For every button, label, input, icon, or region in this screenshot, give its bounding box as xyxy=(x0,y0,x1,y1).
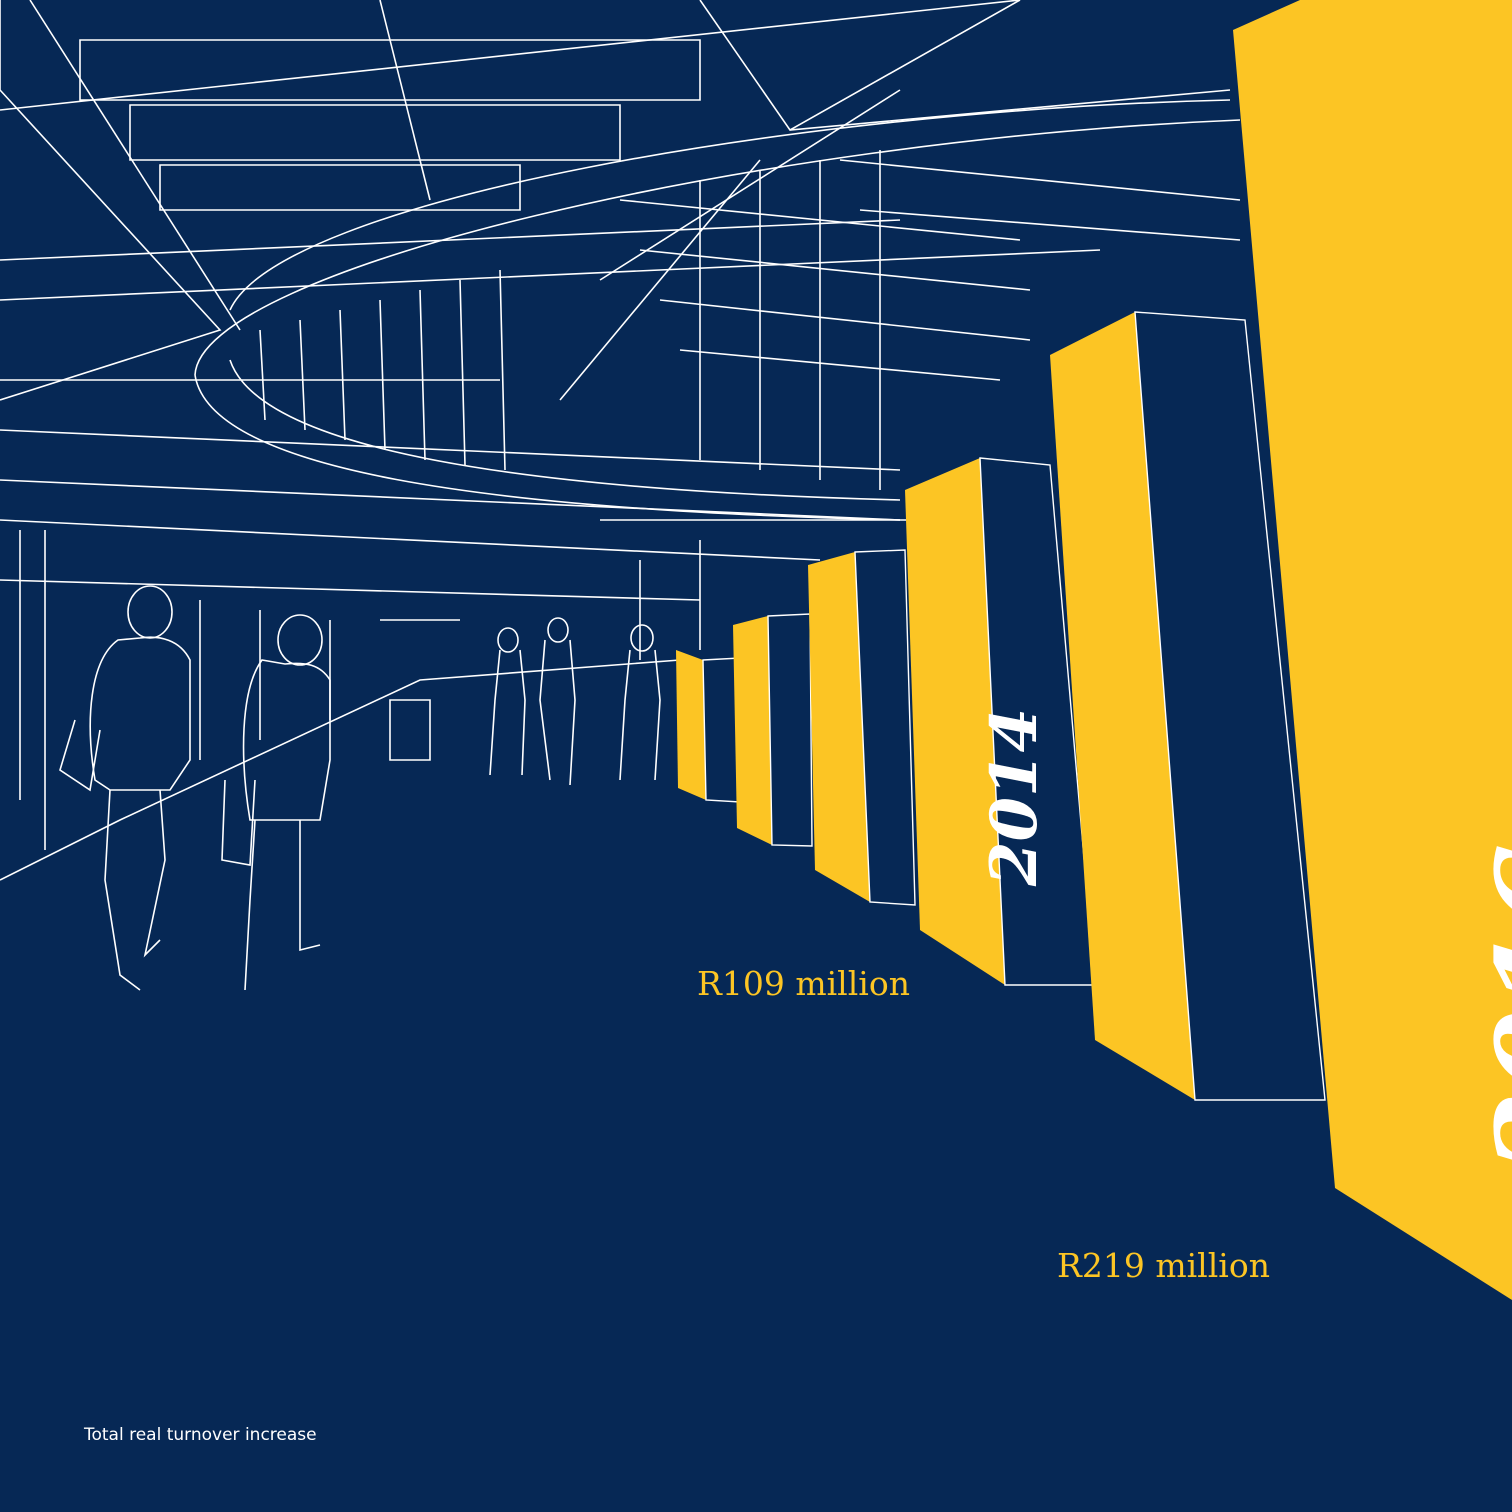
bar-3 xyxy=(808,549,916,906)
value-label-2016: R219 million xyxy=(1057,1246,1270,1285)
bar-2016 xyxy=(1233,0,1512,1300)
caption-text: Total real turnover increase xyxy=(84,1425,317,1445)
shoppers-illustration xyxy=(59,585,661,991)
bar-1 xyxy=(676,650,741,803)
bar-2 xyxy=(733,613,813,847)
bar-2014 xyxy=(905,457,1096,986)
turnover-bars xyxy=(676,0,1512,1300)
year-label-2016: 2016 xyxy=(1470,840,1512,1184)
ceiling-structure xyxy=(0,0,1241,881)
bar-5 xyxy=(1050,311,1326,1101)
year-label-2014: 2014 xyxy=(977,707,1052,886)
value-label-2014: R109 million xyxy=(697,964,910,1003)
